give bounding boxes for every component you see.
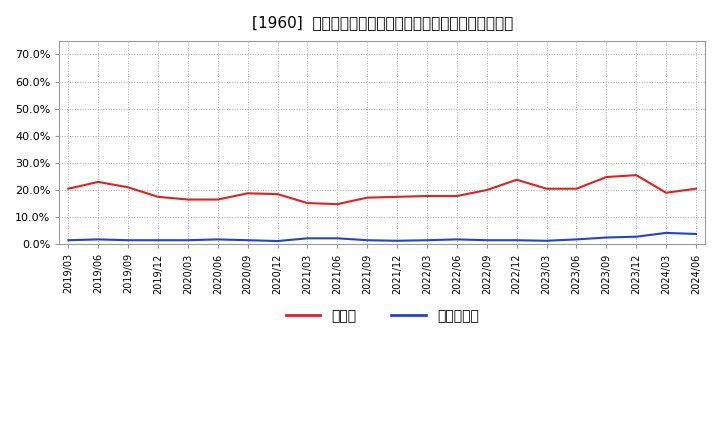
Legend: 現顔金, 有利子負債: 現顔金, 有利子負債 xyxy=(280,304,485,329)
Title: [1960]  現顔金、有利子負債の総資産に対する比率の推移: [1960] 現顔金、有利子負債の総資産に対する比率の推移 xyxy=(251,15,513,30)
